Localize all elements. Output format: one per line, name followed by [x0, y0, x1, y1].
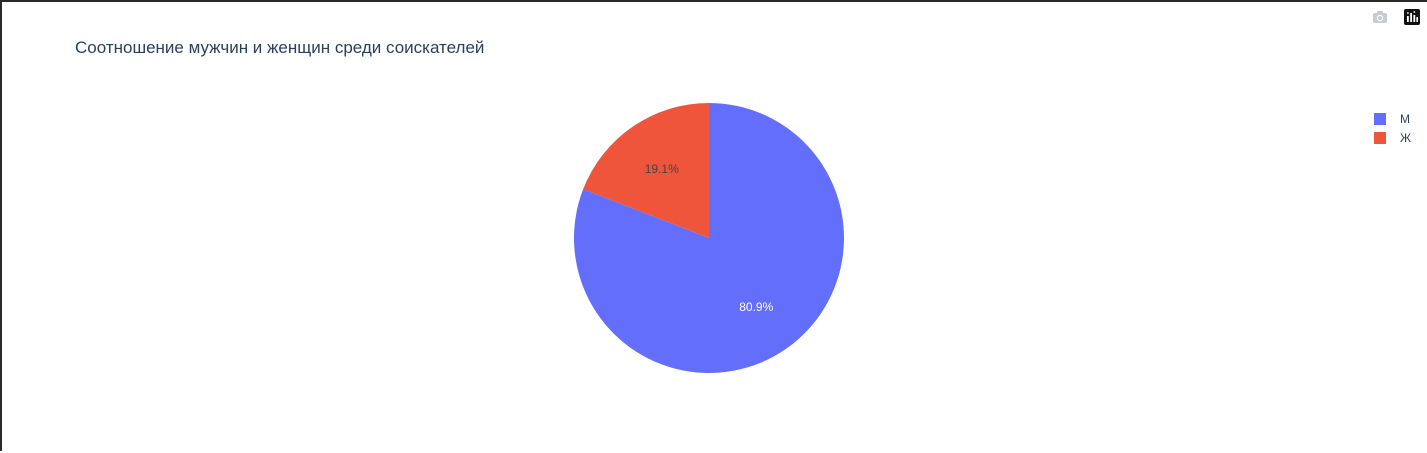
legend-label: М: [1400, 111, 1410, 126]
slice-label-m: 80.9%: [739, 300, 773, 314]
legend-swatch: [1374, 131, 1386, 144]
legend: М Ж: [1374, 109, 1411, 147]
legend-label: Ж: [1400, 130, 1412, 145]
slice-label-zh: 19.1%: [645, 162, 679, 176]
legend-item-zh[interactable]: Ж: [1374, 128, 1411, 147]
modebar: [1369, 8, 1423, 26]
legend-swatch: [1374, 112, 1386, 125]
legend-item-m[interactable]: М: [1374, 109, 1411, 128]
plotly-logo-icon[interactable]: [1401, 8, 1423, 26]
camera-icon[interactable]: [1369, 8, 1391, 26]
pie-slice-zh[interactable]: [583, 103, 709, 238]
chart-title: Соотношение мужчин и женщин среди соиска…: [75, 38, 485, 57]
